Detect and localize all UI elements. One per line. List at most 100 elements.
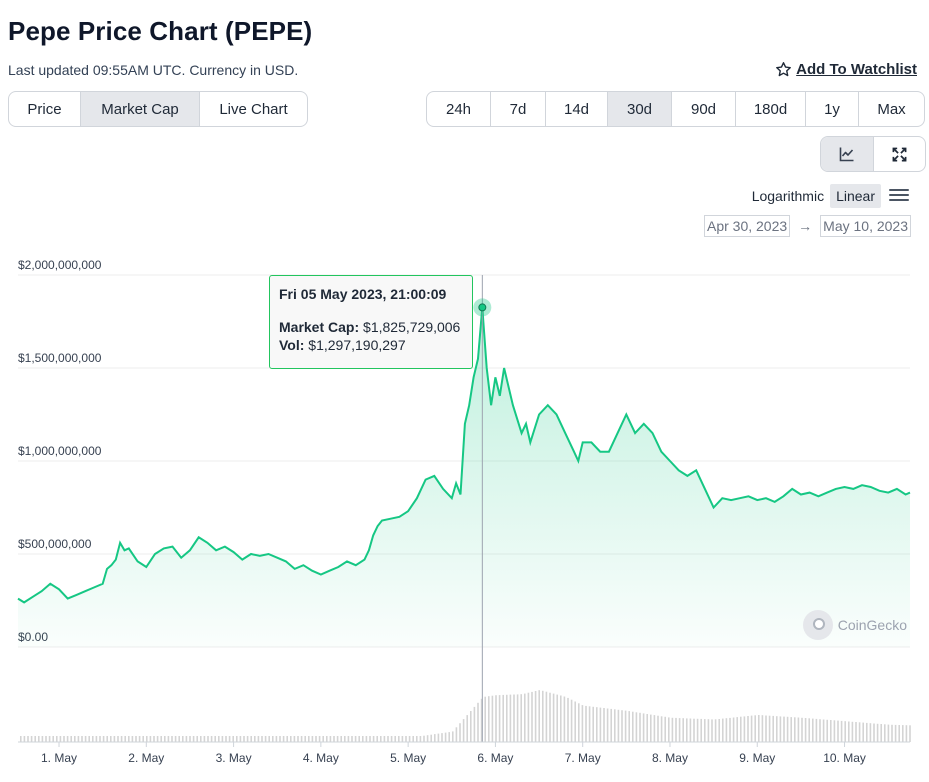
volume-bar xyxy=(909,725,911,742)
fullscreen-button[interactable] xyxy=(873,137,925,171)
volume-bar xyxy=(542,690,544,742)
volume-bar xyxy=(840,720,843,742)
volume-bar xyxy=(394,736,396,742)
volume-bar xyxy=(642,713,645,742)
volume-bar xyxy=(830,720,832,742)
volume-bar xyxy=(574,701,576,742)
chart-view-buttons xyxy=(820,136,926,172)
volume-bar xyxy=(869,723,872,742)
volume-bar xyxy=(686,718,688,742)
volume-bar xyxy=(844,721,846,742)
volume-bar xyxy=(718,719,720,742)
volume-bar xyxy=(117,736,119,742)
volume-bar xyxy=(693,718,695,742)
volume-bar xyxy=(786,716,789,742)
volume-bar xyxy=(552,693,555,742)
range-30d[interactable]: 30d xyxy=(607,92,671,126)
volume-bar xyxy=(819,719,821,742)
volume-bar xyxy=(689,718,692,742)
add-to-watchlist-link[interactable]: Add To Watchlist xyxy=(775,61,917,78)
volume-bar xyxy=(628,711,630,742)
volume-bar xyxy=(203,736,206,742)
date-from-input[interactable]: Apr 30, 2023 xyxy=(703,215,791,237)
date-to-input[interactable]: May 10, 2023 xyxy=(820,215,911,237)
volume-bar xyxy=(380,736,382,742)
volume-bar xyxy=(776,716,778,742)
volume-bar xyxy=(185,736,188,742)
volume-bar xyxy=(524,693,526,742)
volume-bar xyxy=(729,717,731,742)
volume-bar xyxy=(405,736,407,742)
volume-bar xyxy=(250,736,252,742)
volume-bar xyxy=(99,736,101,742)
market-cap-chart[interactable]: $2,000,000,000 $1,500,000,000 $1,000,000,0… xyxy=(0,250,929,782)
range-max[interactable]: Max xyxy=(858,92,924,126)
volume-bar xyxy=(567,697,569,742)
range-14d[interactable]: 14d xyxy=(545,92,607,126)
volume-bar xyxy=(437,733,440,742)
range-7d[interactable]: 7d xyxy=(490,92,545,126)
volume-bar xyxy=(92,736,94,742)
volume-bar xyxy=(887,724,890,742)
volume-bar xyxy=(700,718,702,742)
x-tick-label: 1. May xyxy=(41,751,77,765)
volume-bar xyxy=(221,736,224,742)
volume-bar xyxy=(308,736,310,742)
scale-logarithmic[interactable]: Logarithmic xyxy=(751,188,825,204)
volume-bar xyxy=(95,736,98,742)
volume-bar xyxy=(837,720,839,742)
volume-bar xyxy=(214,736,216,742)
volume-bar xyxy=(264,736,267,742)
range-1y[interactable]: 1y xyxy=(805,92,858,126)
volume-bar xyxy=(38,736,40,742)
volume-bar xyxy=(300,736,303,742)
volume-bar xyxy=(538,690,540,742)
scale-linear[interactable]: Linear xyxy=(830,184,881,208)
volume-bar xyxy=(682,718,684,742)
volume-bar xyxy=(218,736,220,742)
volume-bar xyxy=(138,736,141,742)
volume-bar xyxy=(196,736,198,742)
volume-bar xyxy=(495,695,497,742)
chart-menu-icon[interactable] xyxy=(889,186,909,202)
volume-bar xyxy=(272,736,274,742)
range-24h[interactable]: 24h xyxy=(445,100,472,118)
date-range: Apr 30, 2023 → May 10, 2023 xyxy=(703,215,911,237)
volume-bar xyxy=(488,696,490,742)
volume-bar xyxy=(473,706,476,742)
tab-live-chart[interactable]: Live Chart xyxy=(199,92,307,126)
volume-bar xyxy=(243,736,245,742)
volume-bar xyxy=(311,736,314,742)
volume-bar xyxy=(178,736,180,742)
tab-price[interactable]: Price xyxy=(27,100,62,118)
volume-bar xyxy=(491,695,494,742)
volume-bar xyxy=(513,694,515,742)
tooltip-mcap-label: Market Cap: xyxy=(279,319,360,335)
volume-bar xyxy=(470,711,472,742)
volume-bar xyxy=(707,719,710,742)
volume-bar xyxy=(599,707,602,742)
volume-bar xyxy=(714,719,717,742)
volume-bar xyxy=(304,736,306,742)
volume-bar xyxy=(624,710,627,742)
coingecko-logo-icon xyxy=(802,610,833,640)
volume-bar xyxy=(167,736,170,742)
volume-bar xyxy=(743,716,746,742)
range-90d[interactable]: 90d xyxy=(671,92,735,126)
volume-bar xyxy=(804,718,807,742)
volume-bar xyxy=(621,710,623,742)
volume-bar xyxy=(646,714,648,742)
volume-bar xyxy=(297,736,299,742)
volume-bar xyxy=(855,722,857,742)
volume-bar xyxy=(156,736,159,742)
volume-bar xyxy=(239,736,242,742)
volume-bar xyxy=(401,736,404,742)
tab-market-cap[interactable]: Market Cap xyxy=(80,92,199,126)
volume-bar xyxy=(383,736,386,742)
volume-bar xyxy=(27,736,29,742)
volume-bar xyxy=(412,736,414,742)
volume-bar xyxy=(556,694,558,742)
volume-bar xyxy=(120,736,123,742)
line-chart-button[interactable] xyxy=(821,137,873,171)
range-180d[interactable]: 180d xyxy=(735,92,805,126)
